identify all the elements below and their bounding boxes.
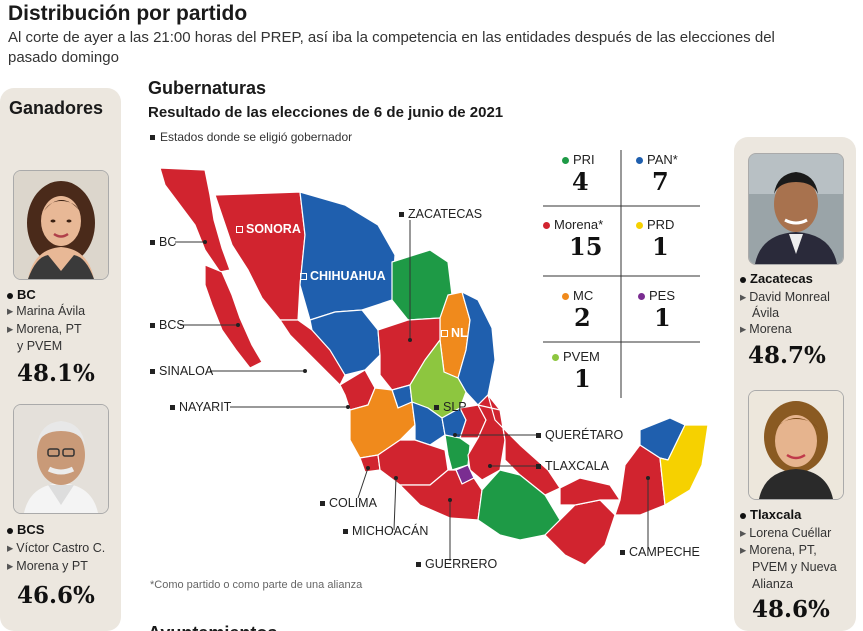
man-portrait-icon bbox=[14, 405, 108, 513]
page-subtitle: Al corte de ayer a las 21:00 horas del P… bbox=[8, 29, 775, 66]
winner-state-tlaxcala: Tlaxcala bbox=[740, 507, 801, 522]
next-section-title-cut: Ayuntamientos bbox=[148, 624, 277, 631]
map-state-michoacan bbox=[377, 439, 449, 486]
pes-count: 1 bbox=[654, 303, 671, 332]
winner-pct-zacatecas: 48.7% bbox=[748, 342, 826, 369]
party-cell-pvem: PVEM 1 bbox=[552, 349, 600, 393]
winner-pct-bcs: 46.6% bbox=[17, 582, 95, 609]
winner-name-zacatecas: ▸ David Monreal bbox=[740, 290, 830, 304]
map-label-michoacan: MICHOACÁN bbox=[343, 524, 428, 538]
map-state-durango bbox=[309, 309, 381, 376]
winner-photo-bc bbox=[13, 170, 109, 280]
winner-party-zacatecas: ▸ Morena bbox=[740, 322, 792, 336]
map-label-colima: COLIMA bbox=[320, 496, 377, 510]
winner-pct-bc: 48.1% bbox=[17, 360, 95, 387]
map-label-tlaxcala: TLAXCALA bbox=[536, 459, 609, 473]
map-state-tabasco bbox=[559, 477, 621, 506]
pes-color-dot bbox=[638, 293, 645, 301]
winner-name-bcs: ▸ Víctor Castro C. bbox=[7, 541, 106, 555]
winner-state-bc: BC bbox=[7, 287, 36, 302]
map-label-guerrero: GUERRERO bbox=[416, 557, 497, 571]
map-state-qroo bbox=[659, 424, 709, 506]
winners-heading: Ganadores bbox=[9, 98, 104, 118]
winner-photo-tlaxcala bbox=[748, 390, 844, 500]
page-title: Distribución por partido bbox=[8, 2, 248, 25]
winner-name2-zacatecas: Ávila bbox=[752, 306, 780, 320]
party-cell-mc: MC 2 bbox=[562, 288, 593, 332]
map-state-oaxaca bbox=[477, 469, 561, 541]
map-state-bc bbox=[159, 167, 231, 273]
map-label-campeche: CAMPECHE bbox=[620, 545, 700, 559]
map-label-queretaro: QUERÉTARO bbox=[536, 428, 623, 442]
winner-pct-tlaxcala: 48.6% bbox=[752, 596, 830, 623]
morena-color-dot bbox=[543, 222, 550, 230]
party-cell-pri: PRI 4 bbox=[562, 152, 595, 196]
winner-party2-tlaxcala: PVEM y Nueva bbox=[752, 560, 837, 574]
mc-count: 2 bbox=[574, 303, 591, 332]
map-label-bcs: BCS bbox=[150, 318, 185, 332]
pvem-count: 1 bbox=[574, 364, 591, 393]
winner-party-tlaxcala: ▸ Morena, PT, bbox=[740, 543, 817, 557]
map-label-zacatecas: ZACATECAS bbox=[399, 207, 482, 221]
winner-party2-bc: y PVEM bbox=[17, 339, 63, 353]
pri-color-dot bbox=[562, 157, 569, 165]
pri-count: 4 bbox=[572, 167, 589, 196]
winner-photo-zacatecas bbox=[748, 153, 844, 265]
winner-name-tlaxcala: ▸ Lorena Cuéllar bbox=[740, 526, 832, 540]
winner-party3-tlaxcala: Alianza bbox=[752, 577, 793, 591]
map-state-guanajuato bbox=[411, 401, 446, 446]
pvem-color-dot bbox=[552, 354, 559, 362]
section-title: Gubernaturas bbox=[148, 78, 267, 98]
winner-name-bc: ▸ Marina Ávila bbox=[7, 304, 86, 318]
map-legend: Estados donde se eligió gobernador bbox=[150, 130, 352, 144]
party-cell-morena: Morena* 15 bbox=[543, 217, 603, 261]
map-label-nl: NL bbox=[441, 326, 468, 340]
winner-state-bcs: BCS bbox=[7, 522, 44, 537]
map-state-guerrero bbox=[399, 469, 483, 521]
map-state-bcs bbox=[204, 264, 263, 369]
woman-portrait-icon bbox=[14, 171, 108, 279]
map-label-sonora: SONORA bbox=[236, 222, 301, 236]
map-label-sinaloa: SINALOA bbox=[150, 364, 213, 378]
footnote: *Como partido o como parte de una alianz… bbox=[150, 579, 363, 591]
pan-color-dot bbox=[636, 157, 643, 165]
prd-color-dot bbox=[636, 222, 643, 230]
map-label-nayarit: NAYARIT bbox=[170, 400, 231, 414]
woman-portrait-icon bbox=[749, 391, 843, 499]
map-label-chihuahua: CHIHUAHUA bbox=[300, 269, 386, 283]
map-label-slp: SLP bbox=[434, 400, 467, 414]
section-subtitle: Resultado de las elecciones de 6 de juni… bbox=[148, 104, 504, 121]
winner-state-zacatecas: Zacatecas bbox=[740, 271, 813, 286]
winner-party-bc: ▸ Morena, PT bbox=[7, 322, 82, 336]
morena-count: 15 bbox=[569, 232, 603, 261]
party-cell-pes: PES 1 bbox=[638, 288, 675, 332]
party-cell-prd: PRD 1 bbox=[636, 217, 674, 261]
mc-color-dot bbox=[562, 293, 569, 301]
man-portrait-icon bbox=[749, 154, 843, 264]
pan-count: 7 bbox=[652, 167, 669, 196]
prd-count: 1 bbox=[652, 232, 669, 261]
map-state-sinaloa bbox=[279, 319, 346, 386]
map-label-bc: BC bbox=[150, 235, 176, 249]
party-cell-pan: PAN* 7 bbox=[636, 152, 678, 196]
winner-photo-bcs bbox=[13, 404, 109, 514]
winner-party-bcs: ▸ Morena y PT bbox=[7, 559, 88, 573]
